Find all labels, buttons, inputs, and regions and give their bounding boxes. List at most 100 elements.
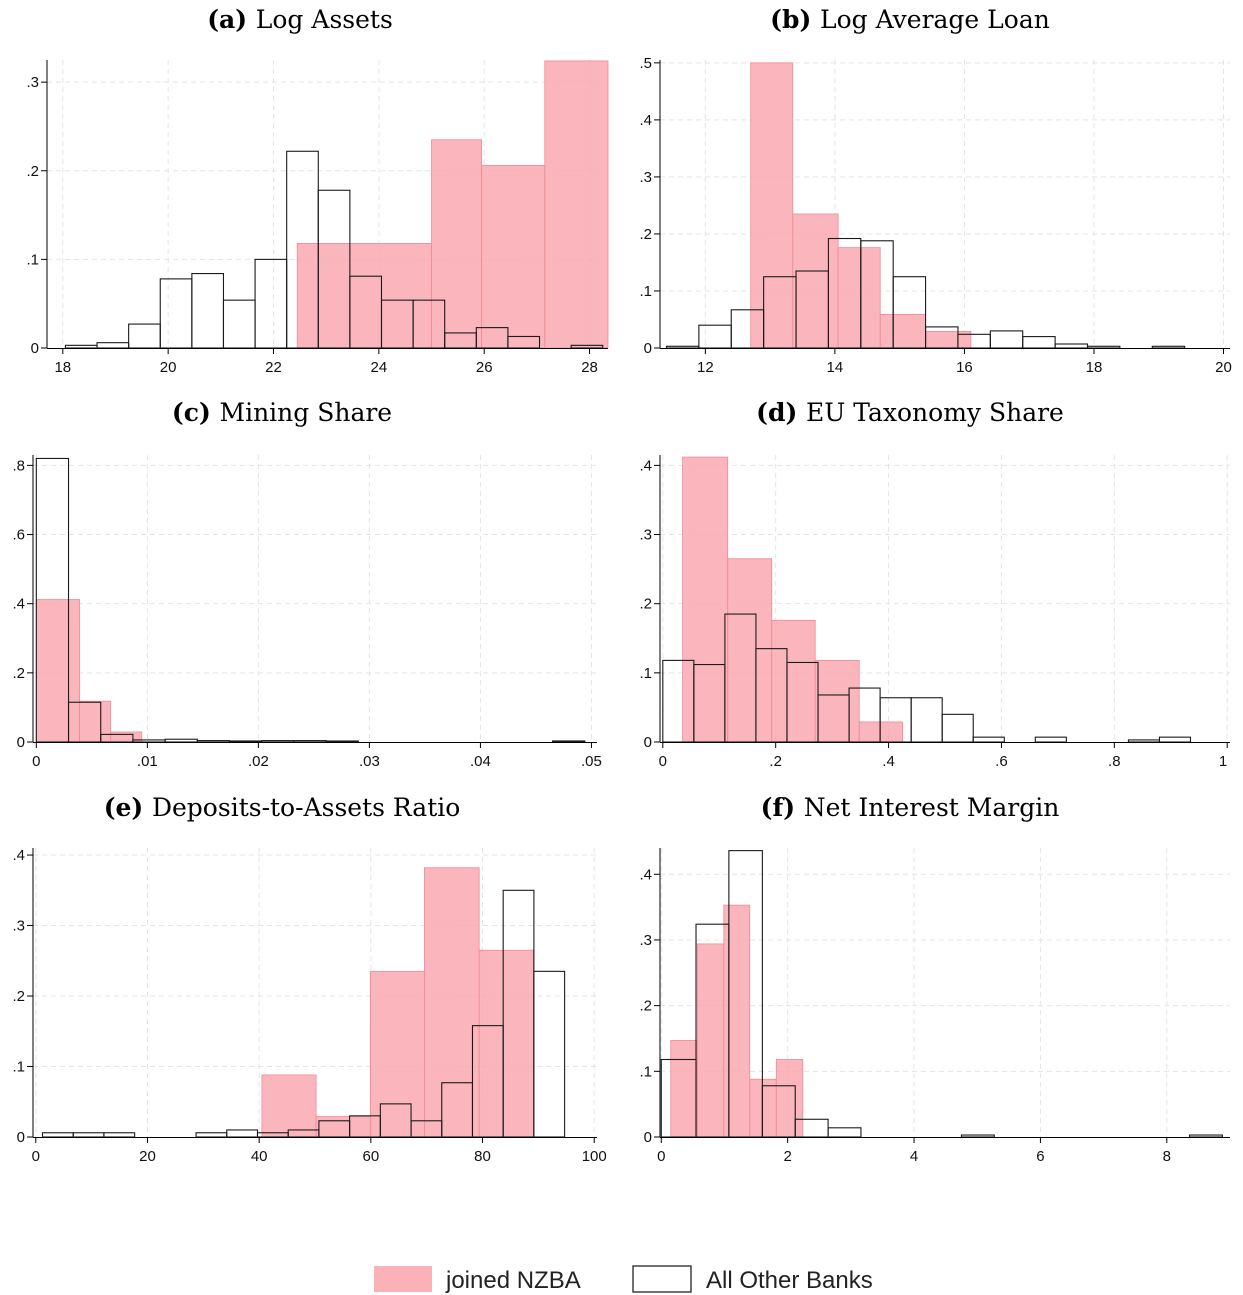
x-tick-label: 2	[783, 1148, 791, 1165]
panel-c: (c) Mining Share 0 .01 .02 .03 .04 .05 0 .2 .4 .6.…	[12, 398, 601, 770]
bar-joined-nzba	[682, 456, 729, 743]
bar-all-other-banks	[910, 697, 943, 743]
bar-all-other-banks	[128, 323, 161, 349]
bar-all-other-banks	[164, 738, 198, 743]
y-tick-label: .4	[12, 596, 25, 613]
bar-all-other-banks	[191, 273, 225, 349]
x-tick-label: 1	[1219, 753, 1227, 770]
panel-title-f: (f) Net Interest Margin	[761, 793, 1060, 822]
x-tick-label: 14	[827, 359, 844, 376]
y-tick-label: .1	[26, 251, 39, 268]
bar-joined-nzba	[369, 970, 425, 1138]
panel-title-d: (d) EU Taxonomy Share	[756, 398, 1064, 427]
bar-all-other-banks	[325, 740, 359, 743]
panel-title-c: (c) Mining Share	[172, 398, 392, 427]
bar-joined-nzba	[424, 867, 480, 1138]
panel-title-text: EU Taxonomy Share	[806, 398, 1064, 427]
bar-all-other-banks	[960, 1134, 995, 1138]
bar-joined-nzba	[79, 700, 112, 743]
bar-all-other-banks	[96, 342, 130, 349]
y-tick-label: .2	[12, 988, 25, 1005]
x-tick-label: .8	[1108, 753, 1121, 770]
bar-joined-nzba	[749, 1078, 777, 1138]
x-tick-label: 40	[251, 1148, 268, 1165]
bar-all-other-banks	[941, 713, 974, 743]
bar-joined-nzba	[837, 247, 881, 349]
x-tick-label: .2	[769, 753, 782, 770]
bar-joined-nzba	[792, 213, 839, 349]
x-tick-label: 28	[581, 359, 598, 376]
bar-joined-nzba	[481, 165, 546, 349]
panel-f: (f) Net Interest Margin 0 2 4 6 8 0 .1 .2 .3 .4	[639, 793, 1230, 1165]
panel-title-a: (a) Log Assets	[207, 5, 393, 34]
panel-title-e: (e) Deposits-to-Assets Ratio	[104, 793, 461, 822]
x-tick-label: 20	[160, 359, 177, 376]
legend-label-joined-nzba: joined NZBA	[445, 1267, 581, 1294]
y-tick-label: .5	[639, 55, 652, 72]
x-tick-label: .05	[581, 753, 602, 770]
bar-all-other-banks	[552, 740, 586, 743]
x-tick-label: .4	[882, 753, 895, 770]
bar-all-other-banks	[293, 740, 327, 743]
bar-joined-nzba	[879, 313, 926, 349]
y-tick-label: .3	[639, 169, 652, 186]
x-tick-label: 0	[659, 753, 667, 770]
panel-d: (d) EU Taxonomy Share 0 .2 .4 .6 .8 1 0 .1 .2 .3 .4	[639, 398, 1230, 770]
panel-title-b: (b) Log Average Loan	[770, 5, 1050, 34]
panel-title-prefix: (b)	[770, 5, 820, 34]
x-tick-label: 4	[910, 1148, 918, 1165]
bar-joined-nzba	[431, 139, 482, 349]
bar-all-other-banks	[41, 1132, 74, 1138]
panel-title-text: Net Interest Margin	[804, 793, 1060, 822]
x-tick-label: 22	[265, 359, 282, 376]
y-tick-label: .8	[12, 457, 25, 474]
bar-all-other-banks	[159, 278, 193, 349]
bar-all-other-banks	[64, 344, 98, 349]
x-tick-label: 24	[371, 359, 388, 376]
bar-joined-nzba	[110, 731, 143, 743]
y-tick-label: .2	[639, 226, 652, 243]
y-tick-label: .2	[12, 665, 25, 682]
x-tick-label: 12	[697, 359, 714, 376]
bar-joined-nzba	[478, 949, 534, 1138]
legend-swatch-all-other-banks	[632, 1265, 692, 1293]
panel-title-prefix: (f)	[761, 793, 804, 822]
bar-all-other-banks	[261, 740, 295, 743]
x-tick-label: 16	[956, 359, 973, 376]
y-tick-label: 0	[644, 1129, 652, 1146]
bar-all-other-banks	[254, 258, 288, 349]
bar-joined-nzba	[696, 943, 725, 1138]
panel-title-prefix: (c)	[172, 398, 220, 427]
bar-joined-nzba	[858, 721, 904, 743]
bar-all-other-banks	[827, 1127, 862, 1138]
x-tick-label: 0	[32, 753, 40, 770]
bar-joined-nzba	[750, 62, 794, 349]
panel-title-prefix: (d)	[756, 398, 806, 427]
panel-a: (a) Log Assets 18 20 22 24 26 28 0 .1 .2 .3	[26, 5, 609, 376]
x-tick-label: 18	[1086, 359, 1103, 376]
x-tick-label: 26	[476, 359, 493, 376]
x-tick-label: .6	[995, 753, 1008, 770]
legend-swatch-joined-nzba	[374, 1266, 432, 1292]
bar-joined-nzba	[727, 558, 773, 743]
y-tick-label: 0	[644, 734, 652, 751]
bar-joined-nzba	[544, 60, 609, 349]
bar-all-other-banks	[1054, 343, 1089, 349]
bar-all-other-banks	[1086, 345, 1121, 349]
bar-all-other-banks	[1158, 736, 1192, 743]
bar-all-other-banks	[698, 324, 732, 349]
bar-all-other-banks	[989, 330, 1024, 349]
y-tick-label: .3	[639, 932, 652, 949]
y-tick-label: 0	[17, 1129, 25, 1146]
y-tick-label: .4	[639, 457, 652, 474]
panel-title-text: Log Assets	[256, 5, 393, 34]
bar-all-other-banks	[228, 740, 263, 743]
x-tick-label: 80	[474, 1148, 491, 1165]
y-tick-label: .2	[26, 163, 39, 180]
legend: joined NZBA All Other Banks	[374, 1265, 873, 1294]
y-tick-label: 0	[644, 340, 652, 357]
bar-all-other-banks	[226, 1129, 259, 1138]
x-tick-label: 60	[362, 1148, 379, 1165]
y-tick-label: .6	[12, 527, 25, 544]
